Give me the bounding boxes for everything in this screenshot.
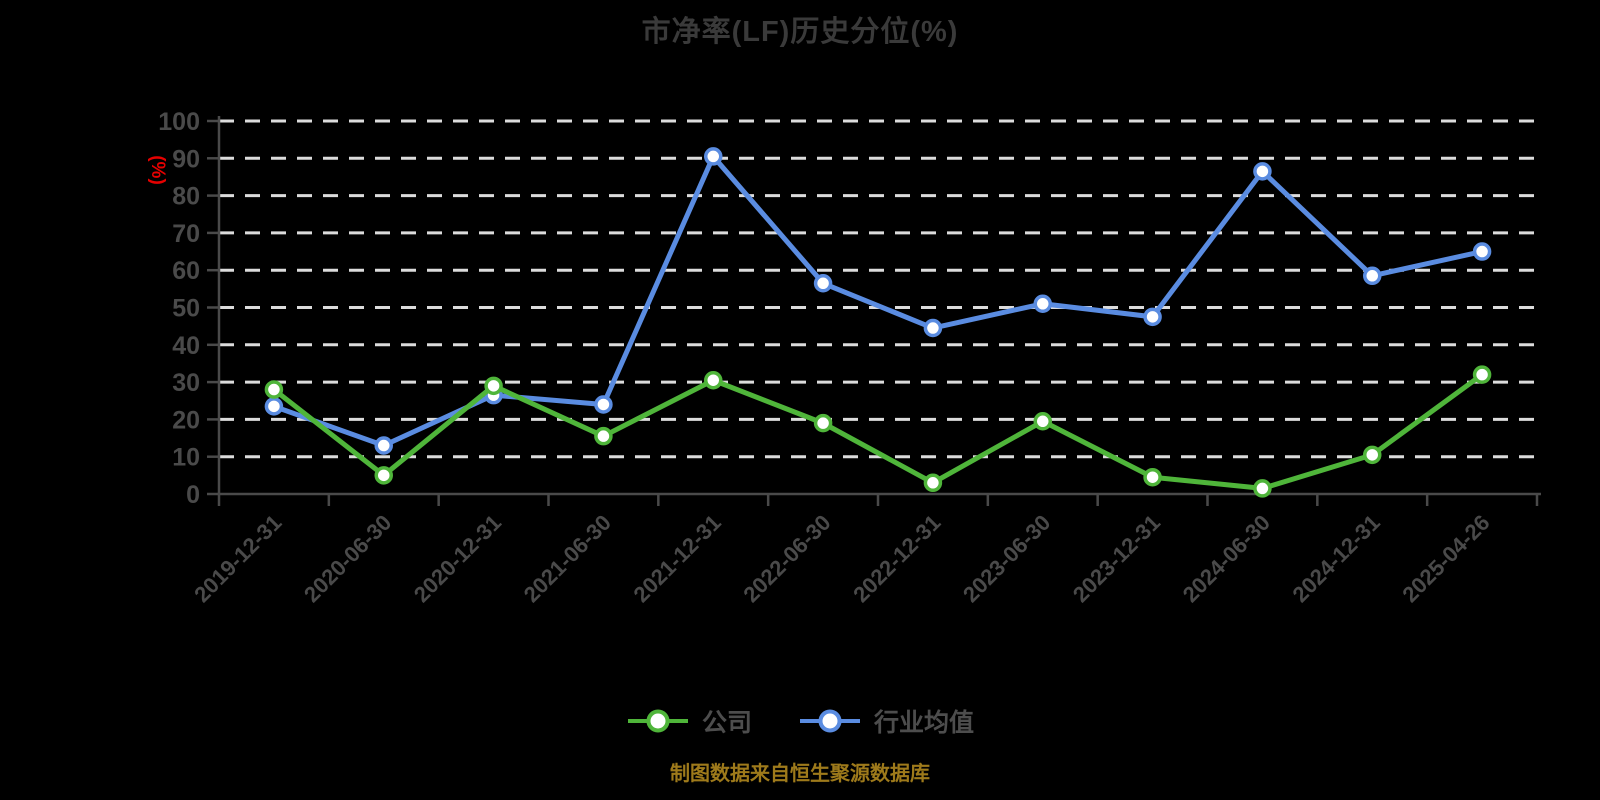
y-tick-label: 50 — [172, 295, 200, 323]
data-point-industry-average — [1363, 266, 1382, 286]
legend-label-industry-average: 行业均值 — [874, 709, 975, 737]
data-source-note: 制图数据来自恒生聚源数据库 — [670, 763, 930, 785]
data-point-company — [1363, 445, 1382, 465]
x-tick-label: 2021-12-31 — [629, 510, 726, 607]
chart-title: 市净率(LF)历史分位(%) — [641, 16, 959, 48]
y-tick-label: 80 — [172, 183, 200, 211]
data-point-company — [813, 413, 833, 433]
y-tick-label: 30 — [172, 369, 200, 397]
data-point-company — [1472, 365, 1492, 384]
data-point-industry-average — [594, 395, 613, 414]
y-axis-unit-label: (%) — [147, 155, 168, 185]
data-point-company — [704, 370, 723, 390]
data-point-company — [1143, 467, 1162, 487]
y-tick-label: 100 — [158, 108, 200, 136]
x-tick-label: 2019-12-31 — [189, 510, 286, 607]
series-line-industry-average — [271, 153, 1485, 449]
data-point-company — [484, 376, 503, 396]
data-point-company — [1033, 412, 1052, 431]
data-point-company — [374, 466, 393, 485]
y-tick-label: 70 — [172, 220, 200, 248]
data-point-industry-average — [813, 274, 833, 293]
y-tick-label: 10 — [172, 444, 200, 472]
data-point-industry-average — [923, 318, 943, 338]
data-point-industry-average — [704, 147, 723, 166]
x-tick-label: 2021-06-30 — [519, 510, 616, 607]
company-series-marker-icon — [627, 709, 688, 733]
data-point-company — [264, 380, 284, 399]
x-tick-label: 2022-12-31 — [848, 510, 945, 607]
y-tick-label: 60 — [172, 257, 200, 285]
y-tick-label: 40 — [172, 332, 200, 360]
industry-series-marker-icon — [800, 709, 860, 733]
data-point-industry-average — [1143, 307, 1162, 327]
x-tick-label: 2022-06-30 — [738, 510, 835, 607]
data-point-industry-average — [374, 436, 393, 455]
legend-item-industry-average[interactable]: 行业均值 — [798, 703, 974, 739]
x-tick-label: 2023-06-30 — [958, 510, 1055, 607]
data-point-company — [923, 473, 943, 493]
legend-item-company[interactable]: 公司 — [626, 703, 752, 739]
x-tick-label: 2025-04-26 — [1397, 510, 1494, 607]
data-point-industry-average — [1033, 294, 1052, 314]
x-tick-label: 2024-12-31 — [1288, 510, 1385, 607]
series-line-company — [271, 372, 1485, 491]
x-tick-label: 2024-06-30 — [1178, 510, 1275, 607]
x-tick-label: 2020-12-31 — [409, 510, 506, 607]
data-point-company — [594, 426, 613, 446]
x-tick-label: 2023-12-31 — [1068, 510, 1165, 607]
data-point-company — [1253, 479, 1272, 498]
data-point-industry-average — [264, 397, 284, 416]
data-point-industry-average — [1472, 242, 1492, 261]
y-tick-label: 90 — [172, 145, 200, 173]
x-tick-label: 2020-06-30 — [299, 510, 396, 607]
y-tick-label: 0 — [186, 481, 200, 509]
y-tick-label: 20 — [172, 406, 200, 434]
legend: 公司 行业均值 — [0, 703, 1600, 739]
legend-label-company: 公司 — [701, 709, 752, 737]
data-point-industry-average — [1253, 162, 1272, 181]
